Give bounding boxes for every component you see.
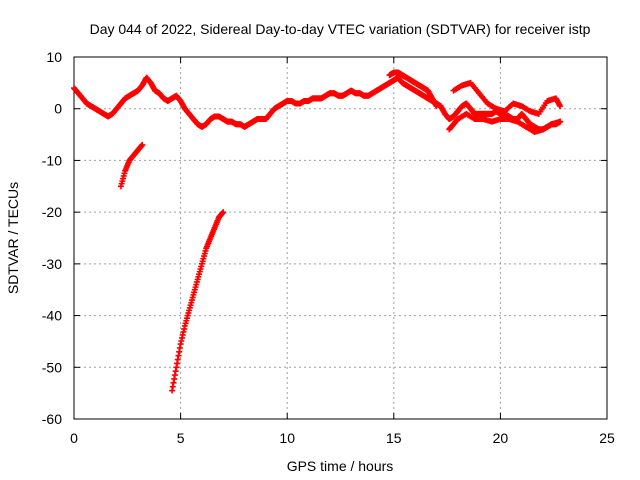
series-noon-arc-upper [386, 69, 440, 110]
y-tick-label: -50 [42, 359, 62, 375]
y-tick-label: -60 [42, 411, 62, 427]
y-tick-label: -30 [42, 256, 62, 272]
x-tick-label: 5 [177, 430, 185, 446]
data-point [139, 141, 146, 148]
series-upper-band [450, 79, 564, 117]
data-point [433, 103, 440, 110]
series-short-descending-arc [117, 141, 146, 190]
y-axis-label: SDTVAR / TECUs [5, 182, 21, 294]
x-tick-label: 10 [279, 430, 295, 446]
y-tick-label: 10 [46, 49, 62, 65]
series-lower-band [446, 110, 564, 135]
chart-title: Day 044 of 2022, Sidereal Day-to-day VTE… [90, 21, 591, 37]
y-tick-label: -40 [42, 308, 62, 324]
x-axis-label: GPS time / hours [287, 458, 394, 474]
y-tick-label: -10 [42, 152, 62, 168]
y-tick-label: 0 [54, 101, 62, 117]
data-point [557, 103, 564, 110]
y-tick-label: -20 [42, 204, 62, 220]
plot-frame [73, 56, 608, 420]
series-steep-arc [169, 209, 227, 394]
x-tick-label: 0 [70, 430, 78, 446]
x-tick-label: 25 [599, 430, 615, 446]
x-tick-label: 15 [386, 430, 402, 446]
data-points [71, 69, 564, 394]
data-point [220, 209, 227, 216]
data-point [557, 118, 564, 125]
x-tick-label: 20 [493, 430, 509, 446]
